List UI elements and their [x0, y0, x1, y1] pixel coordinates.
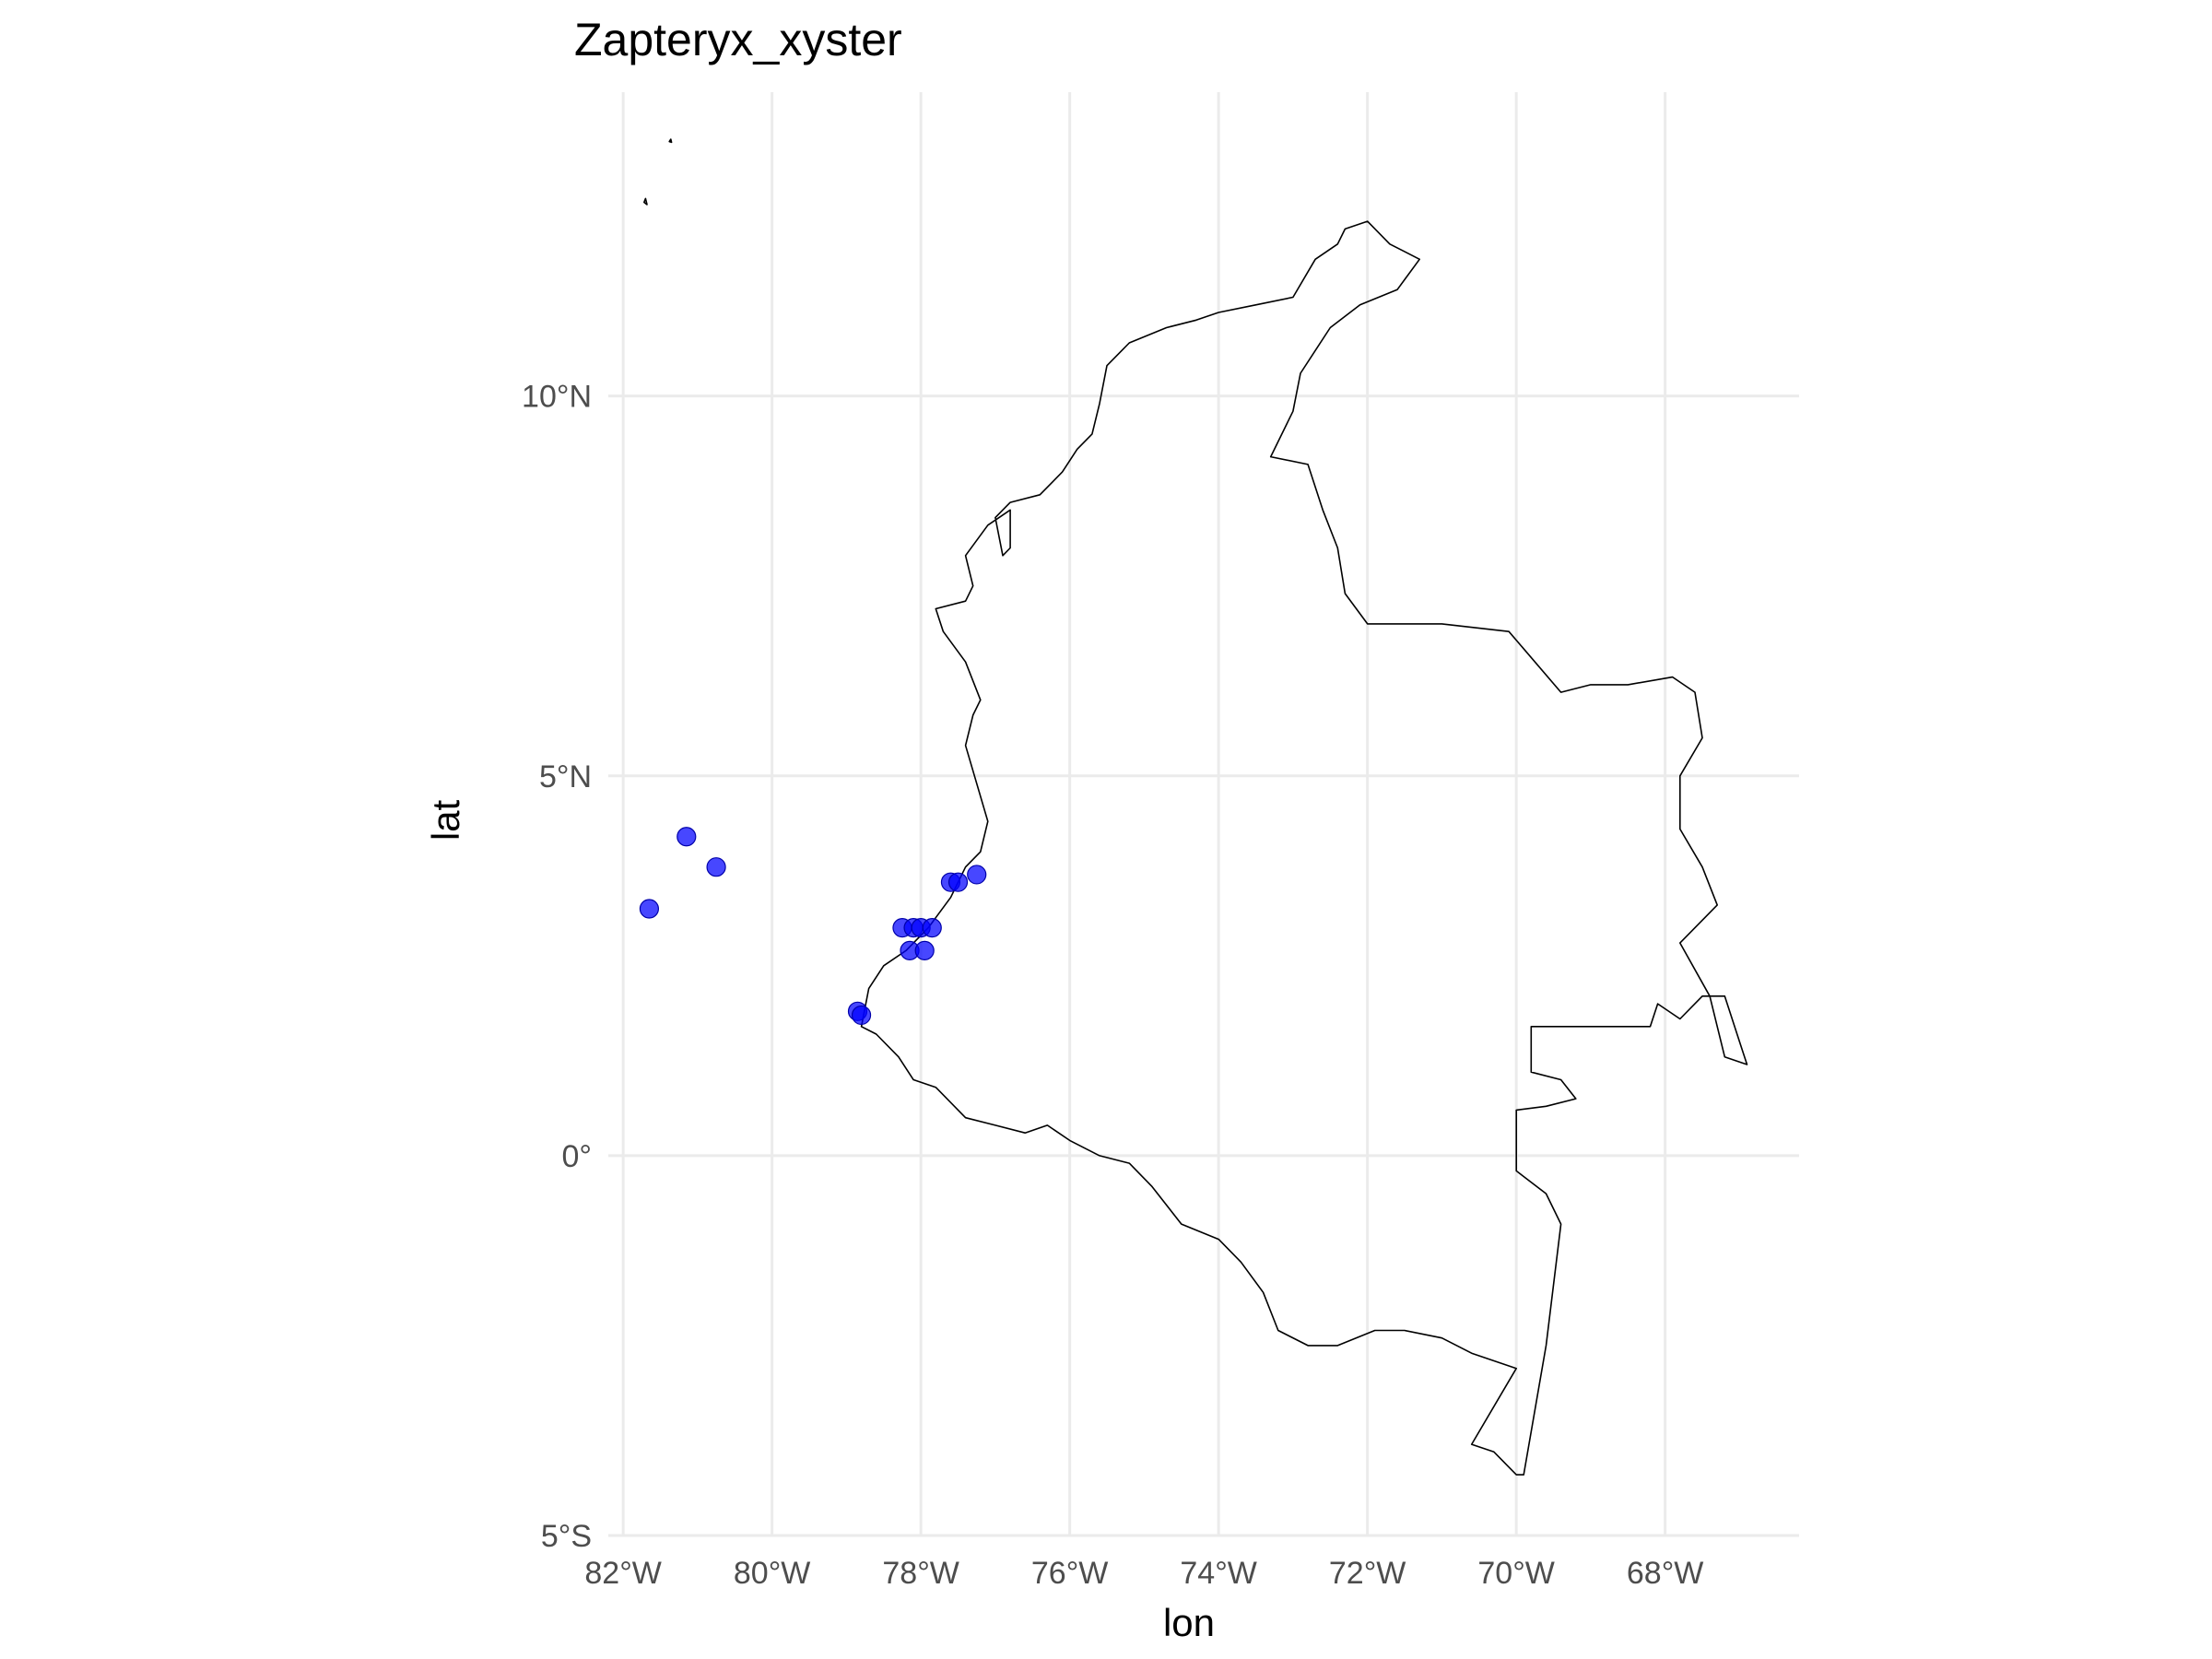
x-tick-label: 82°W [584, 1556, 662, 1591]
occurrence-points [639, 827, 987, 1026]
chart-title: Zapteryx_xyster [574, 14, 902, 65]
occurrence-point [967, 865, 987, 885]
grid-lines [608, 92, 1799, 1537]
x-axis-ticks: 82°W 80°W 78°W 76°W 74°W 72°W 70°W 68°W [584, 1556, 1703, 1591]
x-tick-label: 72°W [1329, 1556, 1406, 1591]
x-axis-title: lon [1163, 1601, 1215, 1644]
y-axis-ticks: 10°N 5°N 0° 5°S [522, 380, 592, 1554]
x-tick-label: 68°W [1627, 1556, 1704, 1591]
colombia-outline [860, 220, 1748, 1476]
y-tick-label: 0° [561, 1139, 592, 1174]
island-outline [642, 197, 648, 206]
y-tick-label: 5°S [541, 1519, 592, 1554]
occurrence-point [706, 857, 726, 877]
occurrence-point [914, 940, 935, 960]
occurrence-point [639, 899, 660, 919]
y-tick-label: 5°N [539, 759, 592, 794]
occurrence-point [947, 872, 969, 892]
x-tick-label: 74°W [1180, 1556, 1257, 1591]
x-tick-label: 80°W [734, 1556, 811, 1591]
x-tick-label: 76°W [1031, 1556, 1109, 1591]
x-tick-label: 78°W [882, 1556, 959, 1591]
occurrence-point [851, 1005, 872, 1026]
island-outline [668, 138, 673, 144]
occurrence-point [922, 918, 942, 938]
y-tick-label: 10°N [522, 380, 592, 415]
y-axis-title: lat [424, 799, 467, 841]
x-tick-label: 70°W [1477, 1556, 1555, 1591]
country-border [642, 138, 1748, 1476]
occurrence-point [677, 827, 697, 847]
